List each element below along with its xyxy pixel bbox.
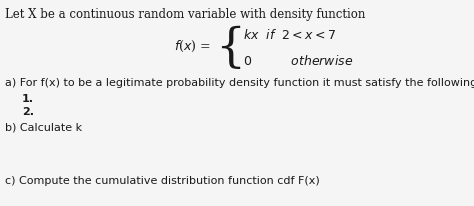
Text: c) Compute the cumulative distribution function cdf F(x): c) Compute the cumulative distribution f… bbox=[5, 176, 320, 186]
Text: 1.: 1. bbox=[22, 94, 34, 104]
Text: $\it{kx}$  $\it{if}$  $2 < \it{x} < 7$: $\it{kx}$ $\it{if}$ $2 < \it{x} < 7$ bbox=[243, 28, 337, 42]
Text: Let X be a continuous random variable with density function: Let X be a continuous random variable wi… bbox=[5, 8, 365, 21]
Text: $\it{f}$($\it{x}$) =: $\it{f}$($\it{x}$) = bbox=[174, 39, 211, 54]
Text: b) Calculate k: b) Calculate k bbox=[5, 122, 82, 132]
Text: 2.: 2. bbox=[22, 107, 34, 117]
Text: a) For f(x) to be a legitimate probability density function it must satisfy the : a) For f(x) to be a legitimate probabili… bbox=[5, 78, 474, 88]
Text: $0$          $\it{otherwise}$: $0$ $\it{otherwise}$ bbox=[243, 54, 353, 68]
Text: {: { bbox=[215, 25, 245, 71]
